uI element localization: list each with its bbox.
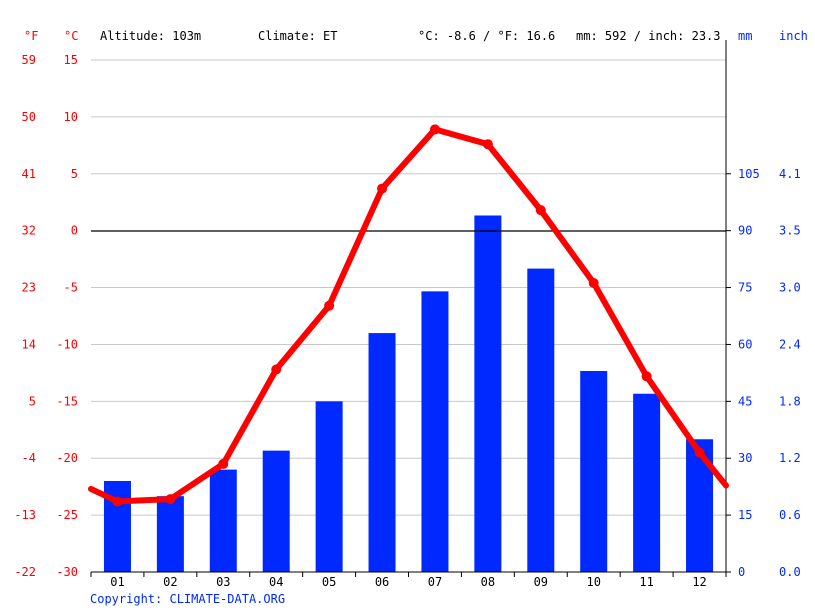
y-tick-label-c: 10 <box>64 110 78 124</box>
unit-c-label: °C <box>64 29 78 43</box>
precip-bar <box>368 333 396 572</box>
temperature-point <box>377 183 388 194</box>
y-tick-label-inch: 4.1 <box>779 167 801 181</box>
precip-bar <box>527 268 555 572</box>
y-tick-label-f: 50 <box>22 110 36 124</box>
y-tick-label-inch: 1.2 <box>779 451 801 465</box>
temperature-point <box>535 205 546 216</box>
x-ticks: 01 02 03 04 05 06 07 08 09 10 11 12 <box>90 572 727 589</box>
y-tick-label-f: 59 <box>22 53 36 67</box>
y-tick-label-f: 14 <box>22 337 36 351</box>
x-tick-label: 03 <box>216 575 230 589</box>
y-tick-label-f: -4 <box>22 451 36 465</box>
unit-inch-label: inch <box>779 29 808 43</box>
temperature-point <box>165 494 176 505</box>
x-tick-label: 11 <box>639 575 653 589</box>
temperature-point <box>218 458 229 469</box>
precip-total-label: mm: 592 / inch: 23.3 <box>576 29 721 43</box>
precip-bar <box>315 401 343 572</box>
y-tick-label-mm: 30 <box>738 451 752 465</box>
y-tick-label-c: -5 <box>64 281 78 295</box>
x-tick-label: 07 <box>428 575 442 589</box>
unit-f-label: °F <box>24 29 38 43</box>
x-tick-label: 08 <box>481 575 495 589</box>
y-tick-label-mm: 45 <box>738 394 752 408</box>
temperature-point <box>641 371 652 382</box>
y-tick-label-mm: 105 <box>738 167 760 181</box>
y-tick-label-inch: 0.6 <box>779 508 801 522</box>
y-tick-label-mm: 90 <box>738 224 752 238</box>
y-tick-label-mm: 75 <box>738 281 752 295</box>
x-tick-label: 05 <box>322 575 336 589</box>
precip-bar <box>156 496 184 572</box>
y-tick-label-f: 23 <box>22 281 36 295</box>
precip-bar <box>686 439 714 572</box>
temperature-point <box>588 278 599 289</box>
y-tick-label-f: -22 <box>14 565 36 579</box>
y-tick-label-mm: 0 <box>738 565 745 579</box>
x-tick-label: 02 <box>163 575 177 589</box>
temperature-point <box>694 447 705 458</box>
x-tick-label: 06 <box>375 575 389 589</box>
precipitation-bars <box>103 215 714 573</box>
copyright: Copyright: CLIMATE-DATA.ORG <box>90 592 285 606</box>
precip-bar <box>421 291 449 572</box>
x-tick-label: 04 <box>269 575 283 589</box>
y-ticks: 15591050541032-523-1014-155-20-4-25-13-3… <box>14 53 800 579</box>
y-tick-label-inch: 3.5 <box>779 224 801 238</box>
temperature-point <box>271 364 282 375</box>
y-tick-label-c: 0 <box>71 224 78 238</box>
precip-bar <box>580 370 608 572</box>
y-tick-label-f: 41 <box>22 167 36 181</box>
precip-bar <box>209 469 237 572</box>
y-tick-label-c: -25 <box>56 508 78 522</box>
unit-mm-label: mm <box>738 29 752 43</box>
y-tick-label-c: 15 <box>64 53 78 67</box>
y-tick-label-inch: 3.0 <box>779 281 801 295</box>
x-tick-label: 01 <box>110 575 124 589</box>
y-tick-label-inch: 2.4 <box>779 337 801 351</box>
x-tick-label: 12 <box>692 575 706 589</box>
x-tick-label: 10 <box>586 575 600 589</box>
y-tick-label-c: -15 <box>56 394 78 408</box>
y-tick-label-mm: 15 <box>738 508 752 522</box>
temperature-line <box>88 124 729 507</box>
y-tick-label-f: 32 <box>22 224 36 238</box>
y-tick-label-inch: 1.8 <box>779 394 801 408</box>
y-tick-label-f: -13 <box>14 508 36 522</box>
y-tick-label-c: -20 <box>56 451 78 465</box>
temperature-point <box>112 496 123 507</box>
y-tick-label-f: 5 <box>29 394 36 408</box>
precip-bar <box>633 393 661 572</box>
precip-bar <box>262 450 290 572</box>
grid-lines <box>91 59 726 516</box>
y-tick-label-c: 5 <box>71 167 78 181</box>
climate-label: Climate: ET <box>258 29 337 43</box>
y-tick-label-c: -10 <box>56 337 78 351</box>
altitude-label: Altitude: 103m <box>100 29 201 43</box>
x-tick-label: 09 <box>534 575 548 589</box>
temperature-point <box>482 139 493 150</box>
temperature-point <box>324 300 335 311</box>
temperature-polyline <box>88 126 729 505</box>
y-tick-label-c: -30 <box>56 565 78 579</box>
avg-temp-label: °C: -8.6 / °F: 16.6 <box>418 29 555 43</box>
y-tick-label-inch: 0.0 <box>779 565 801 579</box>
y-tick-label-mm: 60 <box>738 337 752 351</box>
temperature-point <box>429 124 440 135</box>
precip-bar <box>474 215 502 573</box>
